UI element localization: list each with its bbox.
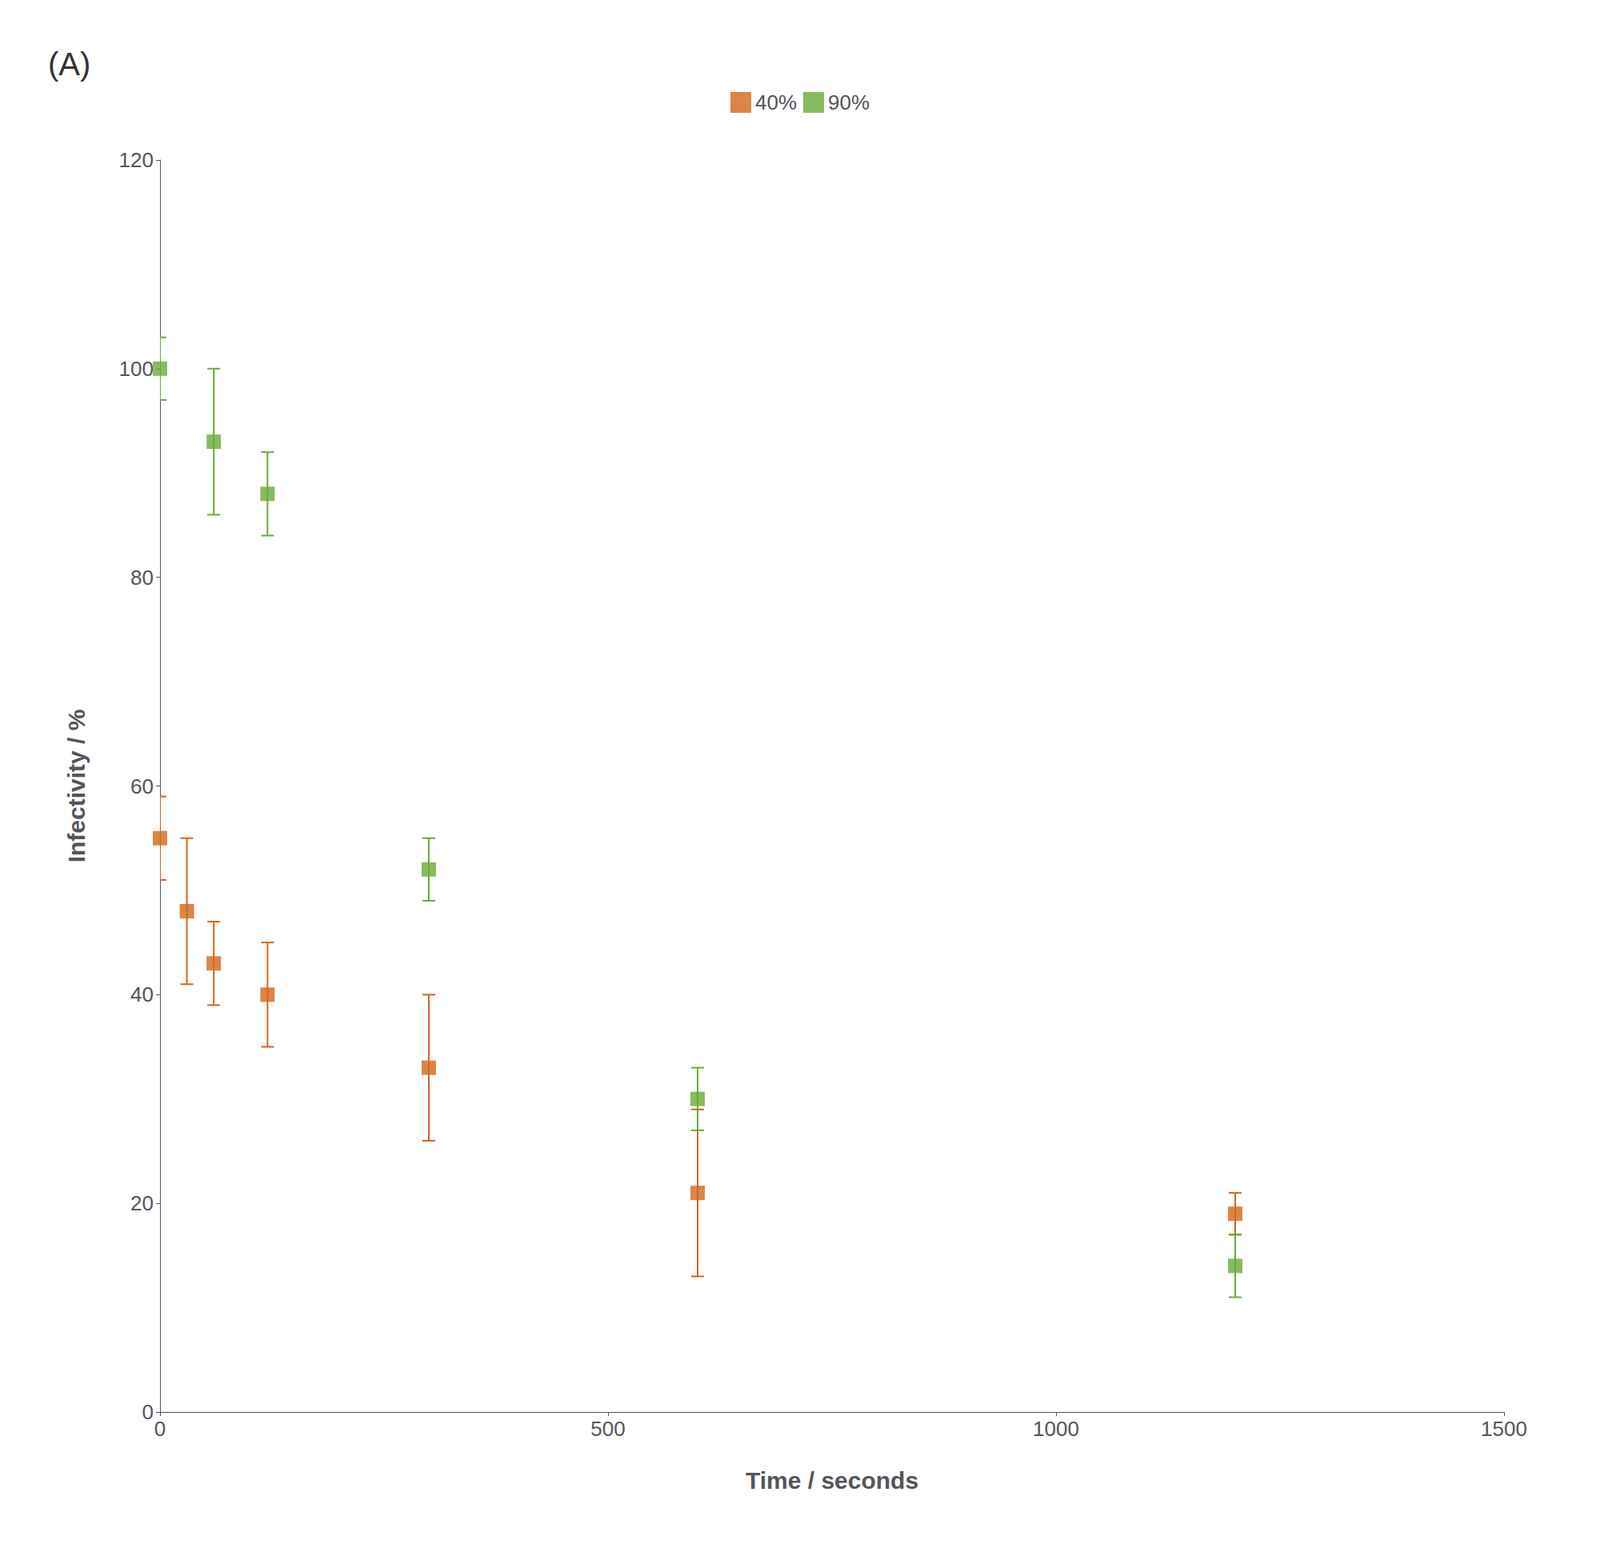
svg-text:1500: 1500: [1480, 1416, 1528, 1441]
svg-text:(A): (A): [48, 46, 91, 82]
svg-text:Time / seconds: Time / seconds: [745, 1467, 919, 1494]
svg-text:40: 40: [130, 982, 154, 1007]
svg-text:60: 60: [130, 774, 154, 799]
svg-text:0: 0: [154, 1416, 166, 1441]
svg-text:20: 20: [130, 1191, 154, 1216]
svg-text:90%: 90%: [828, 90, 870, 115]
svg-text:0: 0: [142, 1400, 154, 1424]
svg-text:500: 500: [590, 1416, 625, 1441]
svg-text:1000: 1000: [1032, 1416, 1080, 1441]
svg-text:120: 120: [119, 148, 154, 172]
svg-text:Infectivity / %: Infectivity / %: [63, 709, 90, 864]
svg-text:80: 80: [130, 565, 154, 590]
svg-text:40%: 40%: [755, 90, 797, 115]
svg-text:100: 100: [119, 356, 154, 381]
